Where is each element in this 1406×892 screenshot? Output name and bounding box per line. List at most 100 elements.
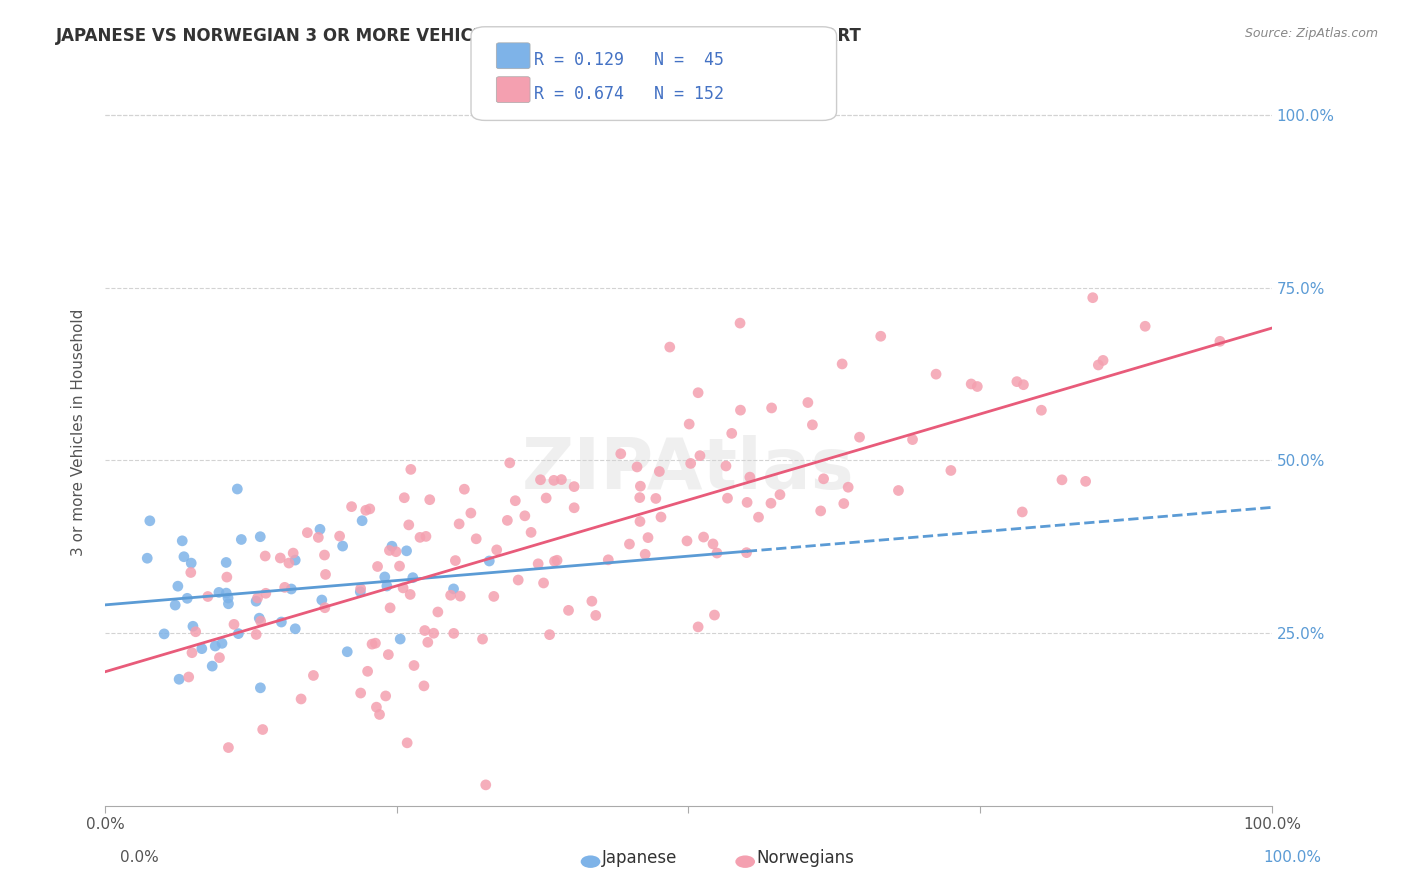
Text: R = 0.129   N =  45: R = 0.129 N = 45 bbox=[534, 51, 724, 69]
Point bbox=[706, 546, 728, 560]
Point bbox=[585, 608, 607, 623]
Point bbox=[378, 543, 401, 558]
Point bbox=[440, 588, 463, 602]
Point bbox=[180, 556, 202, 570]
Point bbox=[496, 513, 519, 527]
Point bbox=[366, 700, 388, 714]
Point bbox=[716, 491, 738, 505]
Point bbox=[283, 546, 305, 560]
Point bbox=[529, 473, 551, 487]
Point bbox=[277, 556, 299, 570]
Point bbox=[246, 591, 269, 605]
Point bbox=[1133, 319, 1156, 334]
Point bbox=[650, 510, 672, 524]
Point bbox=[269, 551, 291, 566]
Point bbox=[180, 566, 202, 580]
Point bbox=[598, 553, 620, 567]
Point bbox=[1081, 291, 1104, 305]
Point bbox=[960, 376, 983, 391]
Point bbox=[165, 598, 187, 612]
Point bbox=[415, 529, 437, 543]
Point bbox=[297, 525, 319, 540]
Point bbox=[485, 542, 508, 557]
Point bbox=[217, 597, 239, 611]
Point bbox=[801, 417, 824, 432]
Point bbox=[703, 608, 725, 623]
Point bbox=[513, 508, 536, 523]
Point bbox=[730, 403, 752, 417]
Point bbox=[581, 594, 603, 608]
Point bbox=[460, 506, 482, 520]
Point bbox=[543, 474, 565, 488]
Point bbox=[329, 529, 352, 543]
Point bbox=[385, 544, 408, 558]
Point bbox=[307, 530, 329, 544]
Point bbox=[688, 620, 710, 634]
Point bbox=[628, 491, 651, 505]
Point bbox=[644, 491, 666, 506]
Text: 100.0%: 100.0% bbox=[1264, 850, 1322, 865]
Point bbox=[416, 635, 439, 649]
Point bbox=[356, 665, 378, 679]
Point bbox=[270, 615, 292, 629]
Text: ZIPAtlas: ZIPAtlas bbox=[522, 435, 855, 504]
Point bbox=[332, 539, 354, 553]
Point bbox=[422, 626, 444, 640]
Point bbox=[832, 497, 855, 511]
Point bbox=[354, 503, 377, 517]
Text: R = 0.674   N = 152: R = 0.674 N = 152 bbox=[534, 85, 724, 103]
Point bbox=[314, 600, 336, 615]
Point bbox=[361, 637, 384, 651]
Point bbox=[374, 689, 396, 703]
Point bbox=[449, 516, 471, 531]
Point bbox=[409, 530, 432, 544]
Point bbox=[208, 585, 231, 599]
Point bbox=[413, 679, 436, 693]
Point bbox=[381, 539, 404, 553]
Point bbox=[211, 636, 233, 650]
Point bbox=[284, 553, 307, 567]
Point bbox=[399, 587, 422, 601]
Point bbox=[336, 645, 359, 659]
Point bbox=[395, 544, 418, 558]
Point bbox=[368, 707, 391, 722]
Point bbox=[226, 482, 249, 496]
Point bbox=[314, 548, 336, 562]
Point bbox=[398, 517, 420, 532]
Point bbox=[177, 670, 200, 684]
Point bbox=[901, 433, 924, 447]
Point bbox=[1005, 375, 1028, 389]
Point bbox=[311, 593, 333, 607]
Text: 0.0%: 0.0% bbox=[120, 850, 159, 865]
Point bbox=[252, 723, 274, 737]
Point bbox=[181, 646, 204, 660]
Point bbox=[1087, 358, 1109, 372]
Point bbox=[925, 367, 948, 381]
Point bbox=[352, 514, 374, 528]
Point bbox=[402, 571, 425, 585]
Point bbox=[153, 627, 176, 641]
Point bbox=[505, 493, 527, 508]
Point bbox=[136, 551, 159, 566]
Point bbox=[887, 483, 910, 498]
Point bbox=[676, 533, 699, 548]
Point bbox=[474, 778, 496, 792]
Point bbox=[378, 600, 401, 615]
Point bbox=[831, 357, 853, 371]
Point bbox=[769, 488, 792, 502]
Text: Japanese: Japanese bbox=[602, 849, 678, 867]
Point bbox=[176, 591, 198, 606]
Point bbox=[1209, 334, 1232, 349]
Point bbox=[728, 316, 751, 330]
Point bbox=[245, 627, 267, 641]
Point bbox=[359, 502, 381, 516]
Point bbox=[735, 546, 758, 560]
Point bbox=[197, 590, 219, 604]
Point bbox=[747, 510, 769, 524]
Point bbox=[482, 590, 505, 604]
Point bbox=[538, 627, 561, 641]
Point bbox=[215, 556, 238, 570]
Point bbox=[714, 458, 737, 473]
Point bbox=[797, 395, 820, 409]
Point bbox=[309, 522, 332, 536]
